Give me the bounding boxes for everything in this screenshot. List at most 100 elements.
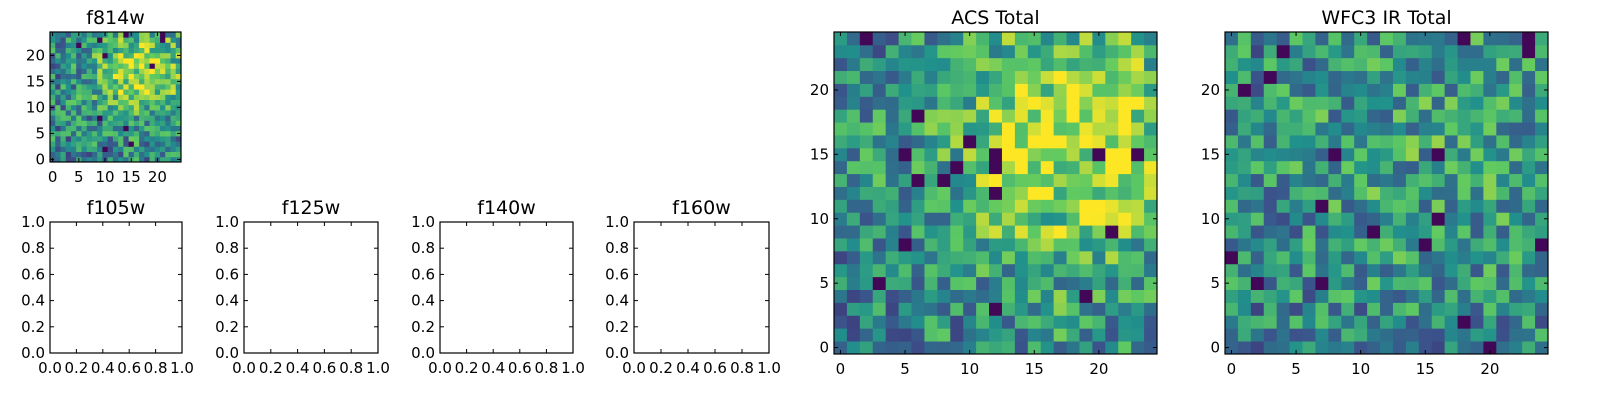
- x-tick-label: 15: [1416, 360, 1435, 378]
- heatmap-cell: [1328, 302, 1342, 316]
- heatmap-cell: [112, 146, 119, 152]
- y-tick-label: 0.4: [215, 292, 239, 310]
- heatmap-cell: [1027, 199, 1042, 213]
- heatmap-cell: [963, 341, 977, 355]
- heatmap-cell: [1276, 70, 1290, 84]
- heatmap-cell: [1341, 302, 1355, 316]
- heatmap-cell: [165, 115, 171, 121]
- heatmap-cell: [1066, 328, 1080, 342]
- heatmap-cell: [1014, 160, 1029, 175]
- x-tick-label: 5: [900, 360, 910, 378]
- heatmap-cell: [1341, 44, 1355, 59]
- heatmap-cell: [102, 68, 109, 74]
- heatmap-cell: [70, 89, 77, 95]
- heatmap-cell: [144, 68, 150, 74]
- heatmap-cell: [170, 89, 177, 95]
- heatmap-cell: [133, 68, 140, 74]
- heatmap-cell: [123, 84, 129, 90]
- y-tick-label: 0.8: [21, 239, 45, 257]
- heatmap-cell: [128, 42, 135, 48]
- heatmap-cell: [1014, 199, 1029, 213]
- heatmap-cell: [149, 37, 156, 43]
- heatmap-cell: [144, 78, 150, 85]
- heatmap-cell: [1237, 225, 1252, 239]
- heatmap-cell: [924, 199, 938, 213]
- heatmap-cell: [1053, 289, 1067, 303]
- heatmap-cell: [1367, 32, 1381, 46]
- heatmap-cell: [144, 115, 150, 121]
- heatmap-cell: [170, 99, 177, 106]
- heatmap-cell: [846, 135, 861, 149]
- heatmap-cell: [898, 199, 912, 213]
- heatmap-cell: [65, 141, 72, 147]
- heatmap-cell: [76, 73, 82, 80]
- heatmap-cell: [846, 289, 861, 303]
- heatmap-cell: [55, 73, 61, 80]
- heatmap-cell: [846, 212, 861, 226]
- heatmap-cell: [133, 104, 140, 111]
- heatmap-cell: [859, 341, 874, 355]
- heatmap-cell: [1131, 32, 1145, 46]
- heatmap-cell: [1053, 263, 1067, 278]
- heatmap-cell: [1328, 212, 1342, 226]
- heatmap-cell: [1535, 328, 1549, 342]
- x-tick-label: 0.6: [117, 359, 141, 377]
- heatmap-cell: [1444, 70, 1458, 84]
- heatmap-cell: [859, 212, 874, 226]
- heatmap-cell: [1405, 328, 1420, 342]
- x-tick-label: 0.0: [232, 359, 256, 377]
- heatmap-cell: [1354, 122, 1368, 136]
- heatmap-cell: [1105, 263, 1119, 278]
- heatmap-cell: [1341, 160, 1355, 175]
- y-tick-label: 1.0: [411, 213, 435, 231]
- heatmap-cell: [924, 160, 938, 175]
- heatmap-cell: [1418, 83, 1433, 97]
- axes-frame: [49, 221, 183, 354]
- heatmap-cell: [1354, 186, 1368, 200]
- heatmap-cell: [976, 289, 990, 303]
- heatmap-cell: [924, 122, 938, 136]
- heatmap-cell: [1302, 70, 1316, 84]
- heatmap-cell: [1250, 70, 1265, 84]
- heatmap-cell: [1118, 225, 1132, 239]
- heatmap-cell: [1237, 32, 1252, 46]
- heatmap-cell: [112, 63, 119, 69]
- heatmap-cell: [1380, 70, 1394, 84]
- heatmap-cell: [123, 73, 129, 80]
- heatmap-cell: [1144, 160, 1158, 175]
- x-tick-label: 0.8: [339, 359, 363, 377]
- heatmap-cell: [55, 89, 61, 95]
- heatmap-cell: [1367, 212, 1381, 226]
- heatmap-cell: [1001, 263, 1016, 278]
- heatmap-cell: [1027, 186, 1042, 200]
- heatmap-cell: [118, 136, 124, 142]
- heatmap-cell: [102, 63, 109, 69]
- heatmap-cell: [76, 78, 82, 85]
- heatmap-cell: [1405, 315, 1420, 329]
- heatmap-cell: [144, 32, 150, 38]
- heatmap-cell: [107, 94, 114, 100]
- heatmap-cell: [1380, 96, 1394, 110]
- heatmap-cell: [81, 42, 88, 48]
- heatmap-cell: [950, 70, 964, 84]
- heatmap-cell: [989, 109, 1003, 123]
- heatmap-cell: [76, 141, 82, 147]
- heatmap-cell: [1315, 173, 1329, 187]
- heatmap-cell: [76, 52, 82, 59]
- heatmap-cell: [834, 57, 848, 72]
- heatmap-cell: [70, 146, 77, 152]
- heatmap-cell: [1392, 276, 1407, 290]
- heatmap-cell: [1027, 173, 1042, 187]
- heatmap-cell: [1457, 122, 1471, 136]
- heatmap-cell: [1496, 250, 1510, 265]
- heatmap-cell: [86, 58, 93, 64]
- heatmap-cell: [1092, 96, 1106, 110]
- heatmap-cell: [1470, 109, 1484, 123]
- x-tick-label: 0.6: [508, 359, 532, 377]
- heatmap-cell: [1392, 341, 1407, 355]
- heatmap-cell: [1225, 276, 1239, 290]
- heatmap-cell: [102, 94, 109, 100]
- heatmap-cell: [149, 73, 156, 80]
- heatmap-cell: [1535, 122, 1549, 136]
